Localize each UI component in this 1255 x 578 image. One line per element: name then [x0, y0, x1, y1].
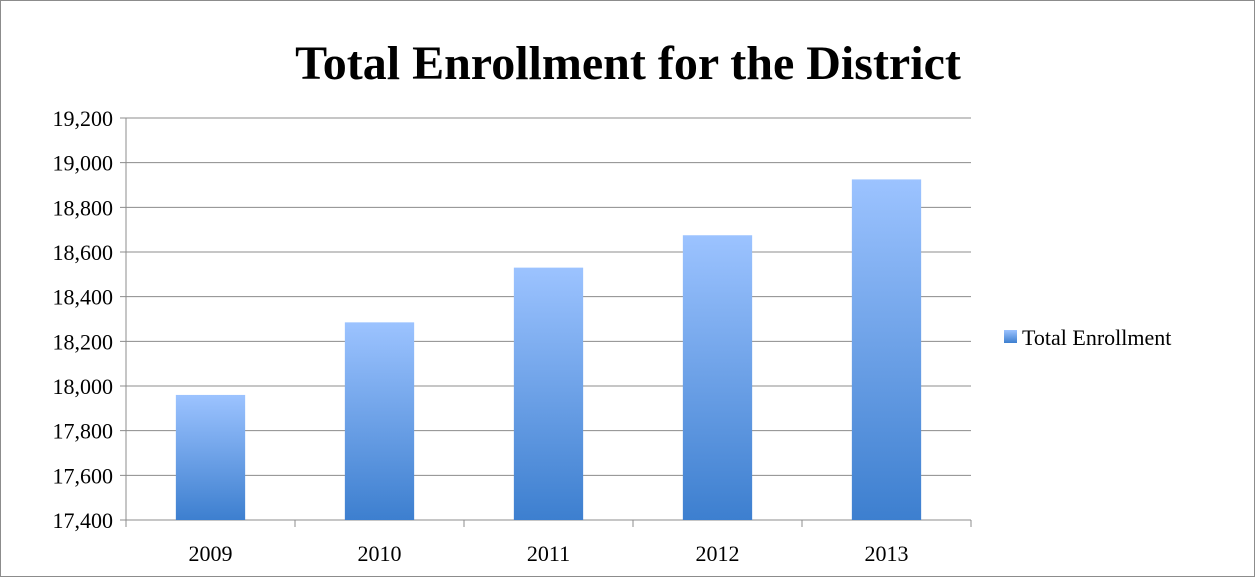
legend-swatch [1004, 330, 1017, 343]
y-tick-label: 18,600 [53, 240, 114, 265]
y-tick-label: 19,000 [53, 151, 114, 176]
y-tick-label: 17,800 [53, 419, 114, 444]
bar-2011 [513, 267, 584, 520]
x-tick-labels: 2009 2010 2011 2012 2013 [189, 541, 909, 566]
legend: Total Enrollment [1004, 325, 1171, 350]
bar-2009 [175, 394, 246, 520]
y-tick-labels: 17,400 17,600 17,800 18,000 18,200 18,400 18,6… [53, 106, 114, 533]
bar-2013 [851, 179, 922, 520]
x-tick-label: 2010 [358, 541, 402, 566]
x-tick-label: 2011 [527, 541, 570, 566]
x-tick-label: 2013 [865, 541, 909, 566]
y-tick-label: 17,400 [53, 508, 114, 533]
y-tick-label: 19,200 [53, 106, 114, 131]
x-tick-label: 2012 [696, 541, 740, 566]
axes [125, 118, 972, 527]
y-tick-label: 18,000 [53, 374, 114, 399]
y-tick-label: 18,400 [53, 285, 114, 310]
y-tick-label: 17,600 [53, 463, 114, 488]
chart-title: Total Enrollment for the District [295, 37, 961, 90]
y-tick-label: 18,200 [53, 329, 114, 354]
x-tick-label: 2009 [189, 541, 233, 566]
y-tick-label: 18,800 [53, 195, 114, 220]
bar-2012 [682, 235, 753, 520]
legend-label: Total Enrollment [1022, 325, 1171, 350]
bars [175, 179, 922, 520]
bar-2010 [344, 322, 415, 520]
